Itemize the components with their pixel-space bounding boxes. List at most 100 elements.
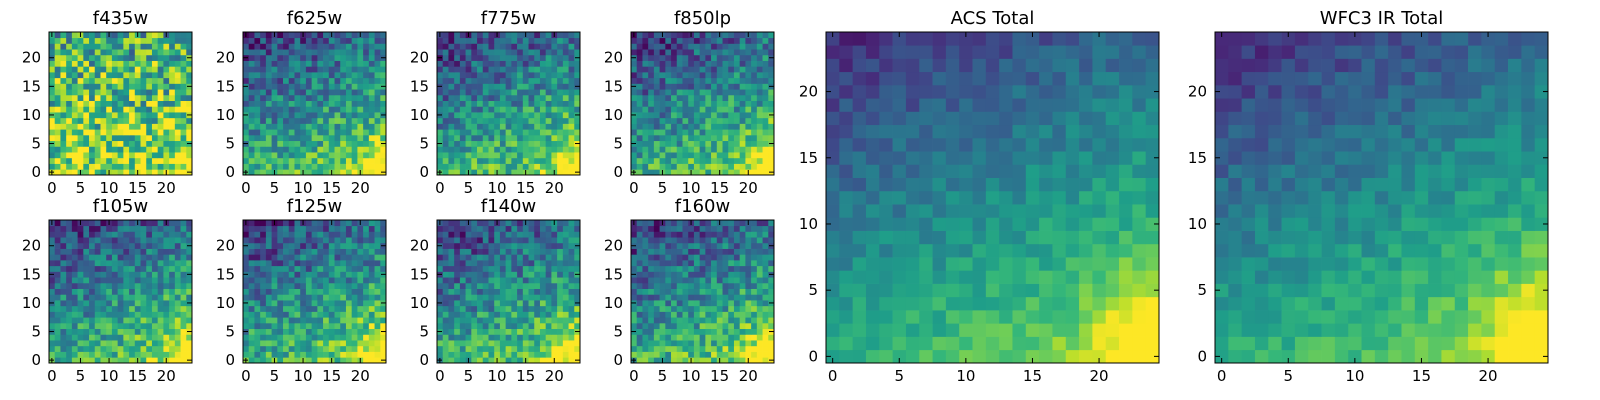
heatmap-cell (265, 357, 272, 364)
heatmap-cell (534, 100, 541, 107)
heatmap-cell (733, 311, 741, 318)
heatmap-cell (363, 237, 370, 244)
heatmap-cell (522, 317, 529, 324)
heatmap-cell (448, 77, 455, 84)
heatmap-cell (174, 106, 181, 113)
heatmap-cell (300, 282, 307, 289)
heatmap-cell (305, 265, 312, 272)
heatmap-cell (682, 134, 689, 142)
heatmap-cell (768, 277, 775, 284)
heatmap-cell (323, 248, 330, 255)
heatmap-cell (682, 288, 689, 295)
heatmap-cell (328, 134, 335, 142)
heatmap-cell (539, 345, 547, 352)
y-tick-label: 5 (419, 323, 429, 341)
heatmap-cell (66, 123, 73, 130)
heatmap-cell (505, 112, 512, 119)
heatmap-cell (180, 305, 187, 312)
heatmap-cell (180, 140, 187, 147)
heatmap-cell (505, 152, 512, 159)
heatmap-cell (648, 322, 655, 330)
heatmap-cell (300, 54, 307, 61)
heatmap-cell (311, 72, 318, 79)
heatmap-cell (163, 345, 170, 352)
heatmap-cell (146, 260, 153, 267)
heatmap-cell (745, 282, 752, 289)
heatmap-cell (688, 157, 695, 164)
heatmap-cell (106, 231, 113, 238)
heatmap-cell (357, 271, 364, 278)
heatmap-cell (477, 248, 484, 255)
heatmap-cell (317, 89, 324, 96)
heatmap-cell (294, 169, 301, 176)
heatmap-cell (648, 146, 655, 153)
heatmap-cell (728, 300, 735, 307)
heatmap-cell (134, 328, 141, 335)
heatmap-cell (363, 43, 370, 50)
heatmap-cell (699, 282, 706, 289)
heatmap-cell (568, 328, 575, 335)
heatmap-cell (169, 117, 176, 124)
heatmap-cell (106, 288, 113, 295)
heatmap-cell (317, 242, 324, 249)
heatmap-cell (756, 169, 763, 176)
heatmap-cell (265, 129, 272, 136)
heatmap-cell (465, 271, 472, 278)
heatmap-cell (283, 277, 290, 284)
heatmap-cell (163, 54, 170, 61)
heatmap-cell (146, 54, 153, 61)
heatmap-cell (517, 49, 524, 56)
heatmap-cell (528, 237, 535, 244)
heatmap-cell (174, 129, 181, 136)
heatmap-cell (311, 129, 318, 136)
heatmap-cell (265, 231, 272, 238)
heatmap-cell (699, 54, 706, 61)
heatmap-cell (328, 248, 335, 255)
heatmap-cell (499, 271, 506, 278)
heatmap-cell (636, 106, 643, 113)
heatmap-cell (728, 282, 735, 289)
heatmap-cells (243, 32, 387, 176)
heatmap-cell (100, 225, 107, 232)
heatmap-cell (123, 220, 130, 227)
heatmap-cell (374, 146, 381, 153)
heatmap-cell (357, 89, 364, 96)
heatmap-cell (739, 94, 746, 101)
heatmap-cell (437, 277, 444, 284)
heatmap-cell (151, 288, 159, 295)
heatmap-cell (442, 77, 449, 84)
heatmap-cell (722, 66, 729, 73)
heatmap-cell (357, 60, 364, 67)
heatmap-cell (89, 357, 96, 364)
heatmap-cell (129, 271, 136, 278)
heatmap-cell (351, 32, 358, 39)
heatmap-cell (243, 254, 250, 261)
heatmap-cell (83, 248, 90, 255)
heatmap-cell (345, 300, 353, 307)
heatmap-cell (442, 49, 449, 56)
heatmap-cell (505, 146, 512, 153)
x-tick-label: 15 (710, 179, 729, 197)
heatmap-cell (751, 351, 758, 358)
heatmap-cell (653, 357, 660, 364)
heatmap-cell (288, 163, 295, 170)
heatmap-cell (146, 220, 153, 227)
heatmap-cell (728, 288, 735, 295)
heatmap-cell (454, 123, 461, 130)
heatmap-cell (323, 100, 330, 107)
heatmap-cell (494, 66, 501, 73)
heatmap-cell (574, 66, 581, 73)
heatmap-cell (465, 112, 472, 119)
heatmap-cell (60, 169, 67, 176)
heatmap-cell (642, 43, 649, 50)
heatmap-cell (111, 277, 118, 284)
heatmap-cell (283, 254, 290, 261)
heatmap-cell (60, 282, 67, 289)
heatmap-cell (534, 288, 541, 295)
heatmap-cell (722, 169, 729, 176)
heatmap-cell (374, 72, 381, 79)
heatmap-cell (163, 351, 170, 358)
heatmap-cell (688, 351, 695, 358)
heatmap-cell (117, 60, 124, 67)
heatmap-cell (705, 106, 712, 113)
